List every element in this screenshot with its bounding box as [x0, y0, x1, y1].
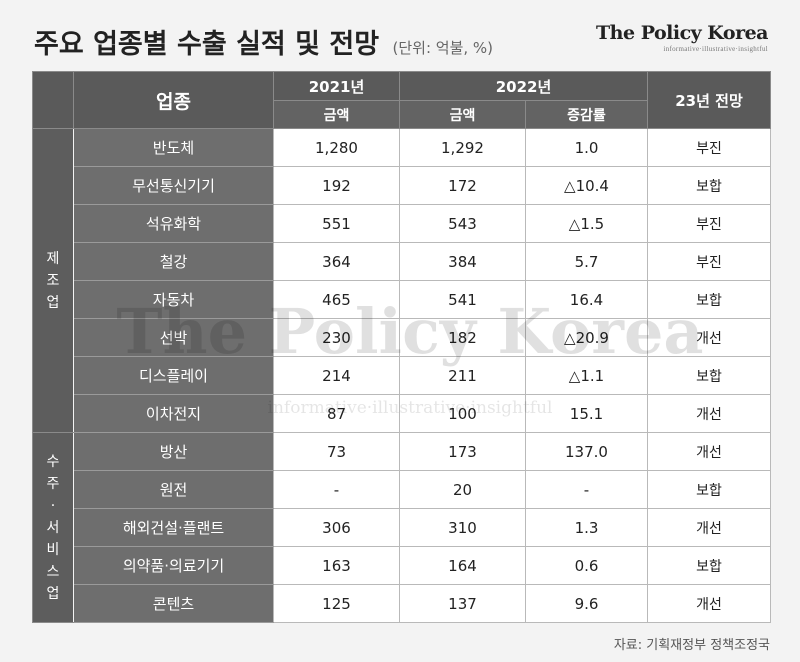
table-row: 원전 -20- 보합 — [33, 470, 771, 509]
outlook-value: 개선 — [647, 584, 771, 623]
header-2022-amount: 금액 — [399, 100, 526, 129]
value-2021: 125 — [273, 584, 400, 623]
outlook-value: 개선 — [647, 394, 771, 433]
value-2022: 182 — [399, 318, 526, 357]
change-rate: - — [525, 470, 648, 509]
industry-name: 반도체 — [73, 128, 274, 167]
industry-name: 해외건설·플랜트 — [73, 508, 274, 547]
industry-name: 선박 — [73, 318, 274, 357]
industry-name: 콘텐츠 — [73, 584, 274, 623]
industry-name: 석유화학 — [73, 204, 274, 243]
table-row: 디스플레이 214 211 △1.1 보합 — [33, 356, 771, 395]
industry-name: 자동차 — [73, 280, 274, 319]
change-rate: △1.1 — [525, 356, 648, 395]
header-blank — [32, 71, 74, 129]
value-2021: - — [273, 470, 400, 509]
value-2022: 543 — [399, 204, 526, 243]
header-2021-amount: 금액 — [273, 100, 400, 129]
industry-name: 디스플레이 — [73, 356, 274, 395]
change-rate: 137.0 — [525, 432, 648, 471]
group-label: 수주·서비스업 — [32, 432, 74, 623]
value-2022: 541 — [399, 280, 526, 319]
header-year-2022: 2022년 — [399, 71, 648, 101]
table-row: 철강 364 384 5.7 부진 — [33, 242, 771, 281]
value-2022: 20 — [399, 470, 526, 509]
industry-name: 무선통신기기 — [73, 166, 274, 205]
table-row: 의약품·의료기기 163 164 0.6 보합 — [33, 546, 771, 585]
source-note: 자료: 기획재정부 정책조정국 — [613, 638, 770, 653]
industry-name: 방산 — [73, 432, 274, 471]
outlook-value: 개선 — [647, 318, 771, 357]
value-2021: 364 — [273, 242, 400, 281]
page-title: 주요 업종별 수출 실적 및 전망 (단위: 억불, %) — [34, 22, 493, 61]
value-2022: 100 — [399, 394, 526, 433]
change-rate: 5.7 — [525, 242, 648, 281]
value-2021: 465 — [273, 280, 400, 319]
industry-name: 원전 — [73, 470, 274, 509]
header-change: 증감률 — [525, 100, 648, 129]
change-rate: △10.4 — [525, 166, 648, 205]
export-table: 업종 2021년 2022년 23년 전망 금액 금액 증감률 제조업 반도체 1,… — [32, 71, 771, 623]
outlook-value: 부진 — [647, 242, 771, 281]
outlook-value: 부진 — [647, 128, 771, 167]
change-rate: 0.6 — [525, 546, 648, 585]
outlook-value: 보합 — [647, 546, 771, 585]
value-2022: 384 — [399, 242, 526, 281]
table-row: 콘텐츠 125 137 9.6 개선 — [33, 584, 771, 623]
industry-name: 의약품·의료기기 — [73, 546, 274, 585]
brand-tagline: informative·illustrative·insightful — [663, 45, 768, 53]
value-2021: 163 — [273, 546, 400, 585]
value-2022: 137 — [399, 584, 526, 623]
header-industry: 업종 — [73, 71, 274, 129]
value-2021: 1,280 — [273, 128, 400, 167]
unit-label: (단위: 억불, %) — [392, 39, 494, 57]
header-year-2021: 2021년 — [273, 71, 400, 101]
value-2021: 306 — [273, 508, 400, 547]
table-row: 자동차 465 541 16.4 보합 — [33, 280, 771, 319]
change-rate: 15.1 — [525, 394, 648, 433]
table-row: 해외건설·플랜트 306 310 1.3 개선 — [33, 508, 771, 547]
outlook-value: 보합 — [647, 166, 771, 205]
table-row: 석유화학 551 543 △1.5 부진 — [33, 204, 771, 243]
change-rate: 16.4 — [525, 280, 648, 319]
table-row: 무선통신기기 192 172 △10.4 보합 — [33, 166, 771, 205]
title-text: 주요 업종별 수출 실적 및 전망 — [34, 29, 380, 60]
change-rate: 1.0 — [525, 128, 648, 167]
table-row: 제조업 반도체 1,280 1,292 1.0 부진 — [32, 128, 771, 433]
group-label: 제조업 — [32, 128, 74, 433]
change-rate: △20.9 — [525, 318, 648, 357]
table-row: 선박 230 182 △20.9 개선 — [33, 318, 771, 357]
value-2022: 172 — [399, 166, 526, 205]
header-outlook: 23년 전망 — [647, 71, 771, 129]
brand-name: The Policy Korea — [596, 22, 768, 44]
change-rate: △1.5 — [525, 204, 648, 243]
brand-logo: The Policy Korea informative·illustrativ… — [596, 22, 768, 53]
change-rate: 9.6 — [525, 584, 648, 623]
change-rate: 1.3 — [525, 508, 648, 547]
value-2022: 211 — [399, 356, 526, 395]
outlook-value: 개선 — [647, 508, 771, 547]
value-2022: 173 — [399, 432, 526, 471]
industry-name: 이차전지 — [73, 394, 274, 433]
industry-name: 철강 — [73, 242, 274, 281]
table-body: 제조업 반도체 1,280 1,292 1.0 부진 무선통신기기 192 172 △10.4 보합… — [32, 128, 771, 623]
value-2022: 164 — [399, 546, 526, 585]
outlook-value: 부진 — [647, 204, 771, 243]
value-2021: 192 — [273, 166, 400, 205]
value-2022: 310 — [399, 508, 526, 547]
value-2021: 73 — [273, 432, 400, 471]
value-2021: 214 — [273, 356, 400, 395]
value-2021: 87 — [273, 394, 400, 433]
table-row: 이차전지 87 100 15.1 개선 — [33, 394, 771, 433]
value-2022: 1,292 — [399, 128, 526, 167]
table-row: 수주·서비스업 방산 73 173 137.0 개선 — [32, 432, 771, 623]
outlook-value: 보합 — [647, 470, 771, 509]
value-2021: 230 — [273, 318, 400, 357]
value-2021: 551 — [273, 204, 400, 243]
outlook-value: 보합 — [647, 356, 771, 395]
outlook-value: 개선 — [647, 432, 771, 471]
outlook-value: 보합 — [647, 280, 771, 319]
